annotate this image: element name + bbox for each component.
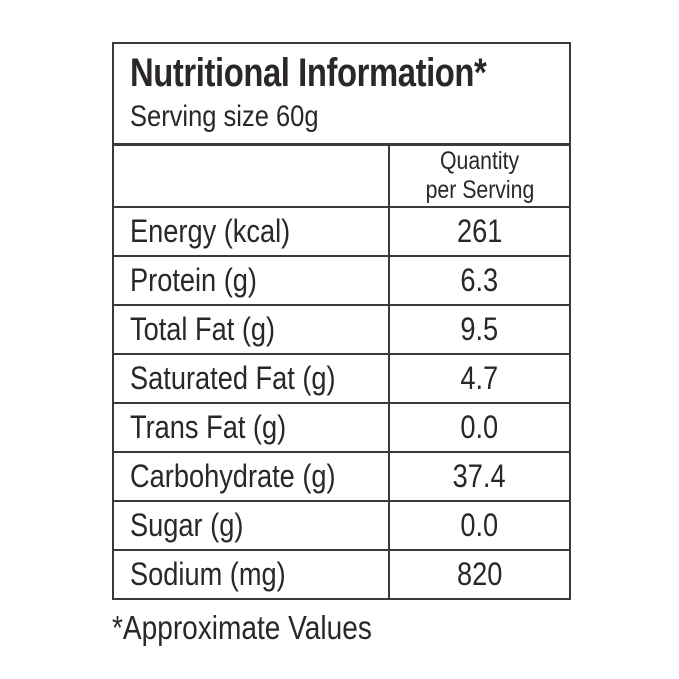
- label-title-text: Nutritional Information*: [130, 51, 487, 96]
- table-row: Protein (g) 6.3: [112, 255, 572, 306]
- row-value: 9.5: [387, 304, 572, 355]
- row-value: 261: [387, 206, 572, 257]
- table-row: Sugar (g) 0.0: [112, 500, 572, 551]
- table-row: Energy (kcal) 261: [112, 206, 572, 257]
- header-empty-cell: [112, 143, 390, 208]
- title-row: Nutritional Information* Serving size 60…: [111, 42, 572, 146]
- row-label: Saturated Fat (g): [112, 353, 390, 404]
- row-label: Trans Fat (g): [112, 402, 390, 453]
- row-label: Sodium (mg): [112, 549, 390, 600]
- nutrition-table: Nutritional Information* Serving size 60…: [111, 42, 572, 600]
- row-value: 0.0: [387, 402, 572, 453]
- row-label: Total Fat (g): [112, 304, 390, 355]
- row-value: 820: [387, 549, 572, 600]
- row-label: Carbohydrate (g): [112, 451, 390, 502]
- quantity-header-line2: per Serving: [425, 175, 534, 204]
- footnote: *Approximate Values: [112, 609, 372, 646]
- table-row: Saturated Fat (g) 4.7: [112, 353, 572, 404]
- title-cell: Nutritional Information* Serving size 60…: [111, 42, 572, 146]
- nutrition-label: Nutritional Information* Serving size 60…: [111, 42, 572, 647]
- label-title: Nutritional Information*: [130, 51, 569, 96]
- table-row: Total Fat (g) 9.5: [112, 304, 572, 355]
- quantity-header-line1: Quantity: [439, 147, 520, 176]
- row-value: 0.0: [387, 500, 572, 551]
- row-label: Protein (g): [112, 255, 390, 306]
- row-value: 37.4: [387, 451, 572, 502]
- row-value: 6.3: [387, 255, 572, 306]
- row-value: 4.7: [387, 353, 572, 404]
- table-row: Carbohydrate (g) 37.4: [112, 451, 572, 502]
- row-label: Energy (kcal): [112, 206, 390, 257]
- row-label: Sugar (g): [112, 500, 390, 551]
- header-row: Quantity per Serving: [112, 143, 572, 208]
- table-row: Trans Fat (g) 0.0: [112, 402, 572, 453]
- table-row: Sodium (mg) 820: [112, 549, 572, 600]
- serving-size-text: Serving size 60g: [130, 100, 319, 134]
- quantity-header-cell: Quantity per Serving: [387, 143, 572, 208]
